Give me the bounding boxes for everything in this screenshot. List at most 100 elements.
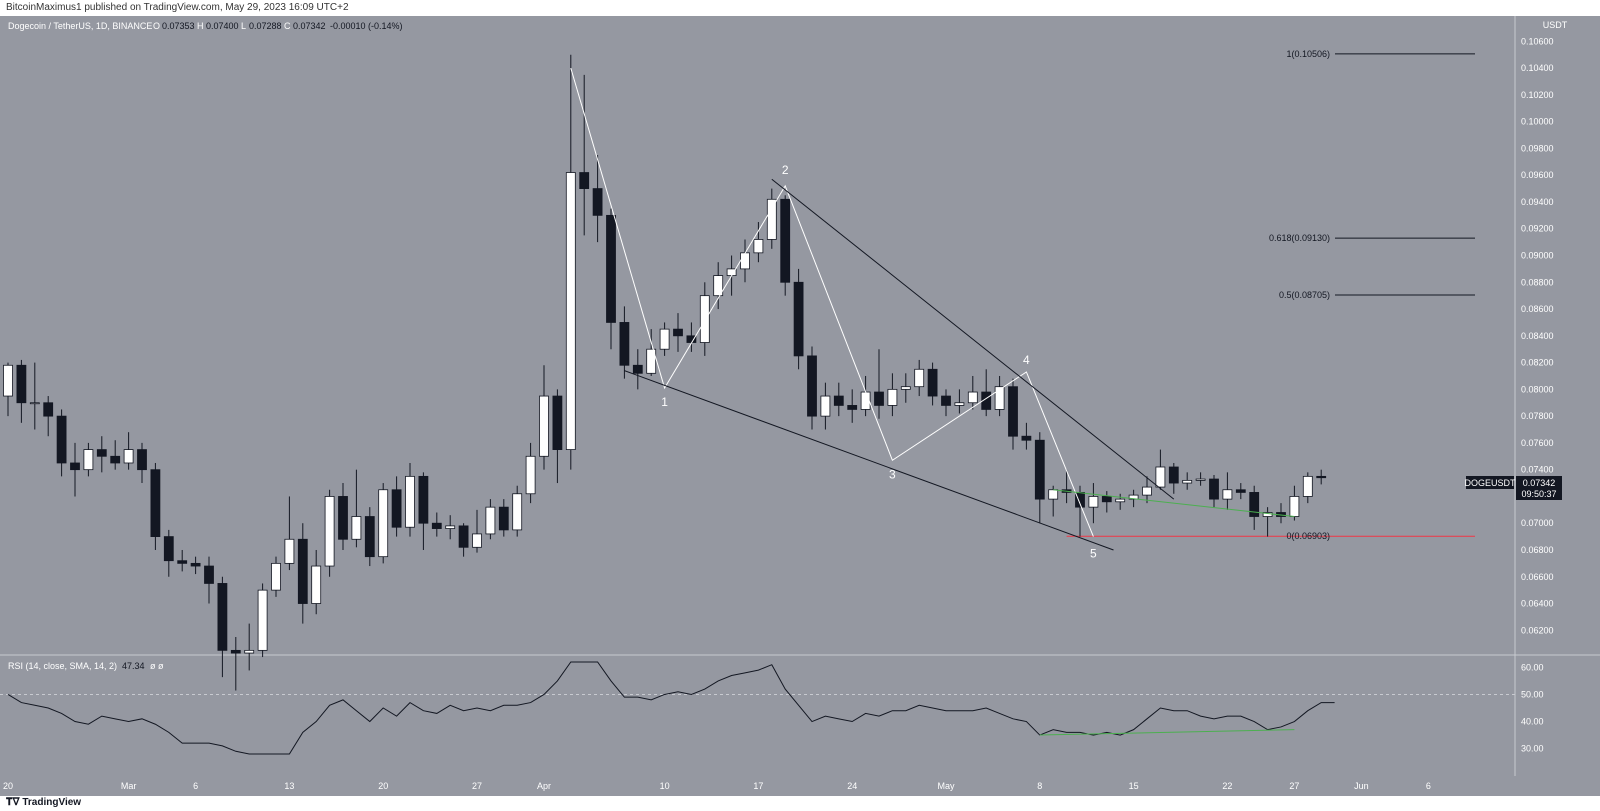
candle-up bbox=[83, 449, 94, 471]
candle-down bbox=[874, 391, 884, 406]
ohlc-high: 0.07400 bbox=[206, 21, 239, 31]
candle-down bbox=[190, 562, 201, 567]
candle-up bbox=[3, 364, 13, 397]
rsi-tick-label: 30.00 bbox=[1521, 744, 1544, 754]
candle-up bbox=[1142, 486, 1152, 496]
publisher-bar: BitcoinMaximus1 published on TradingView… bbox=[0, 0, 1600, 16]
candle-down bbox=[686, 335, 697, 343]
price-tick-label: 0.06800 bbox=[1521, 545, 1554, 555]
chart-background bbox=[0, 16, 1515, 796]
candle-down bbox=[56, 415, 67, 464]
price-tick-label: 0.09400 bbox=[1521, 197, 1554, 207]
candle-down bbox=[204, 565, 214, 584]
candle-down bbox=[110, 455, 121, 464]
candle-down bbox=[847, 405, 858, 410]
candle-down bbox=[297, 538, 308, 604]
symbol-title: Dogecoin / TetherUS, 1D, BINANCE bbox=[8, 21, 152, 31]
price-tick-label: 0.10000 bbox=[1521, 117, 1554, 127]
candle-up bbox=[659, 328, 670, 350]
candle-up bbox=[539, 395, 549, 457]
candle-up bbox=[914, 368, 925, 388]
candle-down bbox=[431, 522, 442, 529]
candle-up bbox=[351, 516, 362, 540]
date-tick-label: 6 bbox=[193, 781, 198, 791]
date-tick-label: 24 bbox=[847, 781, 857, 791]
wave-label: 2 bbox=[782, 163, 789, 177]
candle-down bbox=[391, 489, 402, 528]
date-tick-label: 10 bbox=[660, 781, 670, 791]
candle-up bbox=[405, 475, 415, 528]
price-tick-label: 0.08200 bbox=[1521, 358, 1554, 368]
candle-up bbox=[967, 391, 978, 404]
price-axis[interactable]: 0.062000.064000.066000.068000.070000.072… bbox=[1521, 36, 1554, 635]
candle-down bbox=[1249, 492, 1260, 517]
legend: Dogecoin / TetherUS, 1D, BINANCE O 0.073… bbox=[8, 21, 403, 31]
date-tick-label: 15 bbox=[1129, 781, 1139, 791]
candle-up bbox=[713, 275, 724, 297]
fib-level-label: 0.618(0.09130) bbox=[1269, 233, 1330, 243]
candle-down bbox=[150, 469, 161, 537]
candle-up bbox=[900, 386, 911, 390]
candle-down bbox=[43, 402, 54, 417]
candle-up bbox=[1088, 496, 1099, 508]
candle-up bbox=[1302, 475, 1313, 497]
footer-brand: TradingView bbox=[22, 797, 82, 808]
candle-down bbox=[793, 281, 804, 357]
candle-up bbox=[954, 402, 965, 406]
candle-up bbox=[29, 402, 40, 405]
candle-up bbox=[244, 649, 255, 654]
date-tick-label: 17 bbox=[753, 781, 763, 791]
candle-down bbox=[364, 516, 375, 558]
candle-up bbox=[766, 198, 777, 240]
fib-level-label: 1(0.10506) bbox=[1286, 49, 1330, 59]
ohlc-open: 0.07353 bbox=[162, 21, 195, 31]
price-tick-label: 0.09200 bbox=[1521, 224, 1554, 234]
price-chart[interactable]: USDT 0.06200 0.06400 0.06600 0.06800 0.07000… bbox=[0, 16, 1600, 796]
wave-label: 3 bbox=[889, 467, 896, 481]
price-axis-background bbox=[1515, 16, 1600, 796]
date-tick-label: 27 bbox=[472, 781, 482, 791]
rsi-tick-label: 60.00 bbox=[1521, 662, 1544, 672]
date-tick-label: 8 bbox=[1037, 781, 1042, 791]
tradingview-logo-icon[interactable]: 𝐓∇ TradingView bbox=[6, 797, 81, 808]
price-tick-label: 0.10200 bbox=[1521, 90, 1554, 100]
candle-down bbox=[70, 462, 80, 471]
rsi-axis[interactable]: 30.00 40.00 50.00 60.00 bbox=[1521, 662, 1544, 753]
price-tick-label: 0.08000 bbox=[1521, 384, 1554, 394]
price-tick-label: 0.06200 bbox=[1521, 625, 1554, 635]
time-axis[interactable]: 20 Mar 6 13 20 27 Apr 10 17 24 May 8 15 22 27 Jun 6 bbox=[3, 781, 1431, 791]
candle-down bbox=[137, 449, 147, 471]
candle-up bbox=[1222, 489, 1233, 500]
candle-down bbox=[177, 560, 188, 564]
candle-up bbox=[1195, 478, 1206, 481]
price-tick-label: 0.09800 bbox=[1521, 143, 1554, 153]
wave-label: 4 bbox=[1023, 353, 1030, 367]
candle-down bbox=[1101, 496, 1112, 503]
rsi-divergence-line bbox=[1039, 729, 1295, 736]
candle-down bbox=[780, 198, 791, 283]
wave-label: 1 bbox=[661, 395, 668, 409]
ohlc-open-label: O bbox=[153, 21, 160, 31]
candle-down bbox=[498, 506, 509, 531]
candle-up bbox=[311, 565, 322, 604]
fibonacci-levels: 1(0.10506) 0.618(0.09130) 0.5(0.08705) 0(0.… bbox=[1066, 49, 1475, 541]
price-tick-label: 0.09000 bbox=[1521, 251, 1554, 261]
ohlc-high-label: H bbox=[197, 21, 204, 31]
price-divergence-line bbox=[1053, 489, 1295, 518]
date-tick-label: 6 bbox=[1426, 781, 1431, 791]
trendlines bbox=[570, 67, 1295, 551]
price-tick-label: 0.08600 bbox=[1521, 304, 1554, 314]
fib-level-label: 0.5(0.08705) bbox=[1279, 290, 1330, 300]
ohlc-low-label: L bbox=[241, 21, 246, 31]
candle-up bbox=[1048, 489, 1059, 500]
date-tick-label: 20 bbox=[378, 781, 388, 791]
candlesticks bbox=[3, 54, 1327, 691]
candle-down bbox=[16, 364, 27, 404]
date-tick-label: Jun bbox=[1354, 781, 1369, 791]
fib-level-label: 0(0.06903) bbox=[1286, 531, 1330, 541]
date-tick-label: 22 bbox=[1222, 781, 1232, 791]
rsi-tick-label: 40.00 bbox=[1521, 717, 1544, 727]
candle-down bbox=[927, 368, 938, 397]
wave-path bbox=[570, 67, 1094, 537]
price-tick-label: 0.07600 bbox=[1521, 438, 1554, 448]
